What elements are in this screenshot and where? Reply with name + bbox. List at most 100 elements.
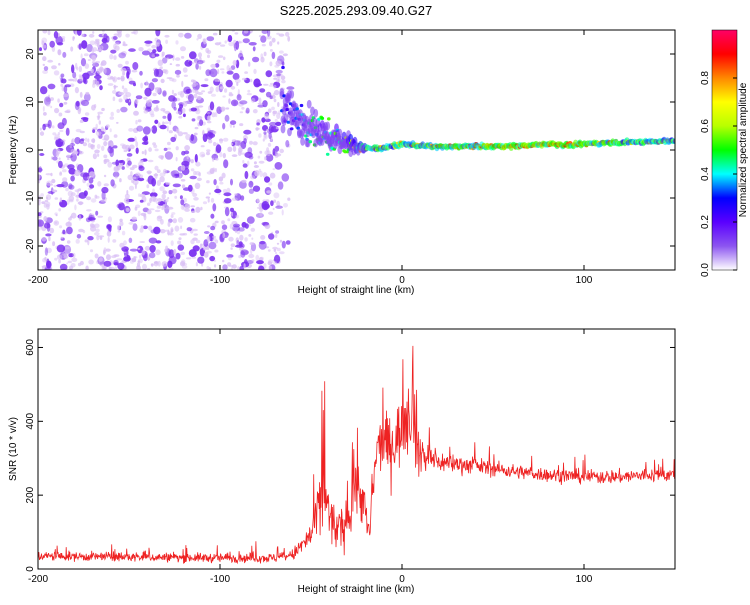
spectrogram-noise-blob [210, 213, 215, 219]
spectrogram-noise-blob [206, 112, 211, 115]
spectrogram-noise-blob [113, 166, 120, 171]
spectrogram-y-tick-label: 0 [25, 147, 36, 153]
spectrogram-noise-blob [121, 230, 126, 236]
spectrogram-noise-blob [281, 209, 284, 216]
spectrogram-noise-blob [126, 68, 131, 75]
spectrogram-noise-blob [268, 84, 274, 87]
spectrogram-noise-blob [134, 206, 138, 211]
spectrogram-noise-blob [275, 153, 282, 157]
spectrogram-noise-blob [221, 172, 226, 179]
spectrogram-noise-blob [121, 51, 127, 56]
spectrogram-ridge-cell [325, 152, 330, 156]
spectrogram-noise-blob [180, 261, 186, 267]
spectrogram-noise-blob [221, 224, 228, 230]
spectrogram-noise-blob [101, 107, 105, 112]
spectrogram-noise-blob [248, 234, 252, 237]
spectrogram-noise-blob [142, 158, 148, 161]
spectrogram-noise-blob [85, 91, 90, 95]
spectrogram-noise-blob [113, 262, 119, 266]
spectrogram-noise-blob [243, 129, 252, 135]
spectrogram-noise-blob [109, 128, 112, 133]
spectrogram-noise-blob [90, 198, 97, 203]
spectrogram-noise-blob [58, 208, 62, 212]
spectrogram-noise-blob [84, 137, 88, 142]
spectrogram-noise-blob [234, 32, 239, 35]
spectrogram-noise-blob [185, 133, 191, 141]
spectrogram-noise-blob [258, 265, 265, 270]
spectrogram-noise-blob [267, 249, 271, 252]
spectrogram-noise-blob [62, 169, 67, 173]
spectrogram-noise-blob [113, 55, 117, 60]
spectrogram-noise-blob [283, 203, 288, 208]
spectrogram-noise-blob [193, 197, 199, 201]
spectrogram-ridge-cell [280, 124, 286, 134]
spectrogram-noise-blob [257, 104, 265, 108]
spectrogram-noise-blob [265, 129, 269, 132]
spectrogram-noise-blob [235, 237, 239, 244]
spectrogram-noise-blob [45, 97, 51, 102]
spectrogram-noise-blob [213, 259, 216, 262]
spectrogram-noise-blob [269, 95, 273, 100]
spectrogram-noise-blob [180, 225, 183, 230]
spectrogram-noise-blob [66, 240, 71, 244]
spectrogram-noise-blob [186, 227, 192, 232]
spectrogram-noise-blob [195, 89, 199, 95]
spectrogram-noise-blob [137, 210, 141, 217]
spectrogram-noise-blob [49, 227, 55, 234]
spectrogram-noise-blob [207, 54, 210, 59]
spectrogram-noise-blob [227, 35, 233, 42]
spectrogram-noise-blob [134, 136, 137, 143]
spectrogram-noise-blob [45, 201, 51, 208]
spectrogram-noise-blob [112, 145, 118, 149]
spectrogram-noise-blob [175, 157, 178, 162]
spectrogram-noise-blob [103, 141, 108, 147]
spectrogram-ridge-cell [320, 116, 325, 120]
snr-x-ticks: -200 -100 0 100 [28, 329, 593, 585]
spectrogram-noise-blob [120, 106, 128, 113]
spectrogram-noise-blob [193, 132, 198, 136]
spectrogram-noise-blob [42, 56, 47, 62]
spectrogram-noise-blob [45, 173, 52, 176]
spectrogram-noise-blob [199, 65, 202, 70]
spectrogram-noise-blob [191, 210, 196, 213]
spectrogram-noise-blob [189, 175, 197, 180]
spectrogram-noise-blob [276, 32, 280, 35]
spectrogram-noise-blob [207, 225, 211, 228]
spectrogram-noise-blob [212, 203, 217, 212]
spectrogram-noise-blob [42, 44, 47, 49]
spectrogram-noise-blob [227, 218, 231, 222]
spectrogram-noise-blob [248, 42, 257, 46]
spectrogram-noise-blob [137, 260, 141, 263]
spectrogram-noise-blob [272, 207, 275, 211]
spectrogram-noise-blob [175, 252, 181, 260]
spectrogram-noise-blob [168, 130, 173, 134]
spectrogram-noise-blob [142, 263, 147, 270]
spectrogram-noise-blob [197, 33, 203, 40]
spectrogram-noise-blob [159, 124, 167, 130]
spectrogram-noise-blob [94, 223, 100, 229]
spectrogram-noise-blob [78, 75, 84, 82]
spectrogram-noise-blob [107, 83, 114, 86]
spectrogram-noise-blob [57, 98, 60, 103]
spectrogram-noise-blob [150, 263, 154, 267]
spectrogram-noise-blob [146, 170, 152, 174]
spectrogram-noise-blob [80, 99, 90, 107]
spectrogram-noise-blob [223, 159, 229, 169]
spectrogram-noise-blob [171, 101, 176, 109]
spectrogram-noise-blob [177, 217, 184, 223]
spectrogram-noise-blob [222, 232, 226, 239]
spectrogram-noise-blob [155, 249, 161, 256]
spectrogram-noise-blob [139, 199, 144, 203]
spectrogram-noise-blob [57, 122, 65, 130]
spectrogram-noise-blob [87, 138, 90, 143]
snr-x-tick-label: -100 [210, 574, 230, 585]
spectrogram-noise-blob [103, 260, 112, 267]
spectrogram-noise-blob [194, 126, 199, 130]
spectrogram-noise-blob [253, 161, 257, 165]
spectrogram-noise-blob [128, 237, 133, 243]
spectrogram-ridge-cell [286, 120, 291, 124]
spectrogram-noise-blob [207, 115, 211, 122]
spectrogram-noise-blob [181, 259, 186, 265]
spectrogram-noise-blob [127, 77, 133, 81]
spectrogram-noise-blob [229, 223, 235, 230]
